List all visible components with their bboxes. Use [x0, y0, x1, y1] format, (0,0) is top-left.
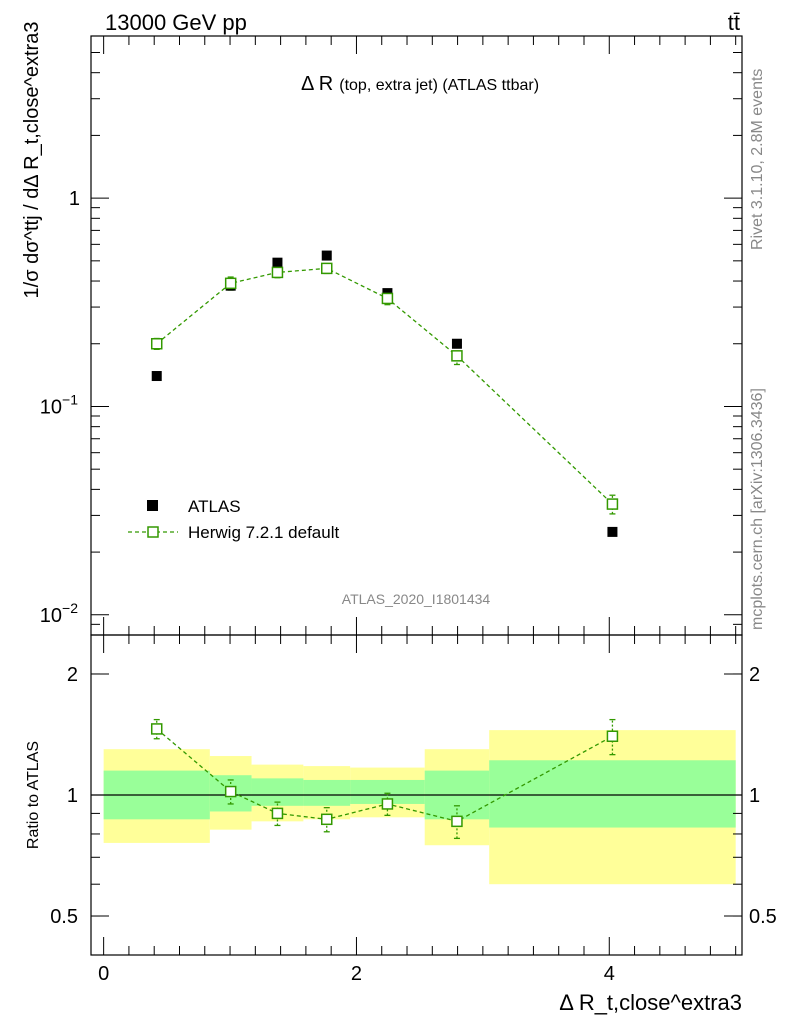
herwig-point — [606, 498, 619, 510]
header-process: tt̄ — [728, 10, 740, 35]
legend-herwig-marker — [147, 526, 159, 538]
y-tick-label-exp: −2 — [62, 600, 78, 616]
atlas-point — [451, 338, 462, 349]
x-tick-label: 2 — [351, 963, 362, 985]
legend: ATLAS Herwig 7.2.1 default — [128, 497, 339, 542]
rivet-label: Rivet 3.1.10, 2.8M events — [749, 69, 766, 250]
ratio-panel: 0.5 0.5 1 1 2 2 0 2 4 — [50, 634, 777, 985]
ylabel-main: 1/σ dσ^ttj / dΔ R_t,close^extra3 — [21, 22, 43, 299]
legend-atlas-label: ATLAS — [188, 497, 241, 516]
herwig-ratio-point — [150, 723, 163, 735]
y-tick-label: 1 — [69, 188, 80, 210]
y-tick-label-base: 10 — [40, 605, 62, 627]
band-inner — [489, 760, 736, 828]
ylabel-ratio-text: Ratio to ATLAS — [25, 741, 42, 849]
ratio-y-tick-label-left: 0.5 — [50, 906, 78, 928]
atlas-point — [151, 371, 162, 382]
herwig-point — [150, 337, 163, 350]
rivet-label-text: Rivet 3.1.10, 2.8M events — [749, 69, 766, 250]
ratio-y-tick-label-right: 2 — [749, 664, 760, 686]
ratio-y-tick-label-left: 2 — [67, 664, 78, 686]
atlas-point — [321, 250, 332, 261]
band-inner — [303, 779, 351, 806]
main-panel: 10−210−11 — [40, 35, 743, 636]
y-tick-label: 10−1 — [40, 391, 78, 418]
atlas-point — [272, 257, 283, 268]
ratio-y-tick-label-left: 1 — [67, 785, 78, 807]
herwig-point — [271, 266, 284, 279]
ylabel-ratio: Ratio to ATLAS — [25, 741, 42, 849]
mcplots-label: mcplots.cern.ch [arXiv:1306.3436] — [749, 388, 766, 630]
ratio-y-tick-label-right: 1 — [749, 785, 760, 807]
herwig-ratio-point — [271, 807, 284, 820]
y-tick-label-exp: −1 — [62, 391, 78, 407]
y-tick-label-base: 10 — [40, 396, 62, 418]
y-tick-label: 10−2 — [40, 600, 78, 627]
atlas-point — [607, 526, 618, 537]
title-main-part: Δ R — [301, 73, 333, 95]
x-tick-label: 0 — [98, 963, 109, 985]
legend-atlas-marker — [147, 500, 158, 511]
main-title: Δ R (top, extra jet) (ATLAS ttbar) — [301, 73, 539, 95]
ratio-y-tick-label-right: 0.5 — [749, 906, 777, 928]
herwig-ratio-point — [381, 798, 394, 810]
ylabel-main-text: 1/σ dσ^ttj / dΔ R_t,close^extra3 — [21, 22, 43, 299]
title-small-part: (top, extra jet) (ATLAS ttbar) — [339, 77, 539, 94]
herwig-ratio-point — [606, 730, 619, 742]
y-tick-label-base: 1 — [69, 188, 80, 210]
mcplots-label-text: mcplots.cern.ch [arXiv:1306.3436] — [749, 388, 766, 630]
herwig-ratio-point — [224, 785, 237, 798]
main-frame — [90, 35, 743, 636]
legend-herwig-label: Herwig 7.2.1 default — [188, 523, 339, 542]
header-energy: 13000 GeV pp — [105, 10, 247, 35]
herwig-point — [321, 262, 333, 275]
herwig-point — [381, 292, 394, 305]
band-inner — [251, 778, 304, 806]
xlabel: Δ R_t,close^extra3 — [559, 990, 742, 1015]
herwig-point — [451, 350, 463, 362]
analysis-watermark: ATLAS_2020_I1801434 — [342, 591, 491, 607]
x-tick-label: 4 — [604, 963, 615, 985]
herwig-ratio-point — [321, 813, 333, 826]
herwig-ratio-point — [451, 815, 463, 828]
herwig-point — [224, 277, 237, 290]
